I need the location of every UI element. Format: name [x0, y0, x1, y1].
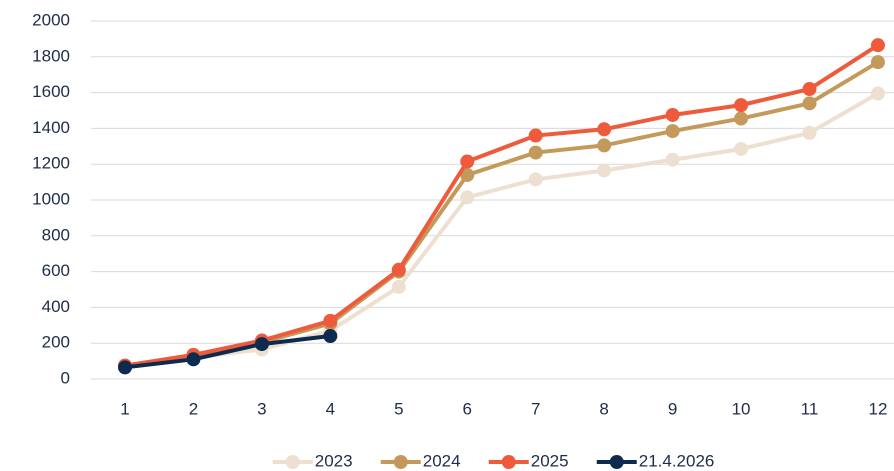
data-point	[528, 128, 543, 143]
y-tick-label: 2000	[32, 10, 70, 29]
data-point	[802, 125, 817, 140]
series-line	[124, 60, 879, 368]
y-tick-label: 1400	[32, 118, 70, 137]
data-point	[597, 122, 612, 137]
series-line	[124, 43, 880, 368]
legend-label: 21.4.2026	[639, 451, 715, 470]
y-tick-label: 1800	[32, 46, 70, 65]
data-point	[734, 98, 749, 113]
data-point	[118, 360, 132, 375]
data-point	[665, 107, 680, 122]
x-tick-label: 7	[531, 399, 540, 418]
data-point	[870, 55, 885, 70]
data-point	[528, 172, 543, 187]
data-point	[391, 262, 406, 277]
x-tick-label: 2	[189, 399, 198, 418]
data-point	[734, 111, 749, 126]
legend-marker	[501, 455, 516, 469]
y-tick-label: 1200	[32, 154, 70, 173]
data-point	[186, 352, 201, 367]
y-tick-label: 400	[42, 297, 70, 316]
data-point	[870, 86, 885, 101]
x-tick-label: 4	[326, 399, 335, 418]
x-tick-label: 3	[257, 399, 266, 418]
data-point	[460, 154, 475, 169]
x-tick-label: 11	[801, 399, 819, 418]
data-point	[460, 190, 475, 205]
data-point	[460, 167, 475, 182]
y-tick-label: 200	[42, 333, 70, 352]
y-tick-label: 1600	[32, 82, 70, 101]
data-point	[597, 138, 612, 153]
x-tick-label: 12	[868, 399, 887, 418]
data-point	[597, 163, 612, 178]
legend-label: 2024	[423, 451, 461, 470]
x-tick-label: 5	[394, 399, 403, 418]
legend-label: 2023	[315, 451, 353, 470]
data-point	[870, 38, 885, 53]
data-point	[323, 329, 338, 344]
y-tick-label: 1000	[32, 189, 70, 208]
legend-label: 2025	[531, 451, 569, 470]
x-tick-label: 10	[732, 399, 751, 418]
y-tick-label: 600	[42, 261, 70, 280]
legend-marker	[393, 455, 408, 469]
legend-marker	[285, 455, 300, 469]
data-point	[665, 124, 680, 139]
y-tick-label: 800	[42, 225, 70, 244]
series-line	[124, 91, 879, 369]
data-point	[391, 279, 406, 294]
data-point	[802, 82, 817, 97]
series-line	[124, 334, 331, 370]
y-tick-label: 0	[61, 368, 70, 387]
x-tick-label: 6	[463, 399, 472, 418]
x-tick-label: 1	[120, 399, 129, 418]
data-point	[665, 152, 680, 167]
data-point	[734, 141, 749, 156]
x-tick-label: 9	[668, 399, 677, 418]
x-tick-label: 8	[599, 399, 608, 418]
data-point	[254, 337, 269, 352]
legend-marker	[609, 455, 624, 469]
data-point	[323, 313, 338, 328]
data-point	[802, 96, 817, 111]
data-point	[528, 145, 543, 160]
